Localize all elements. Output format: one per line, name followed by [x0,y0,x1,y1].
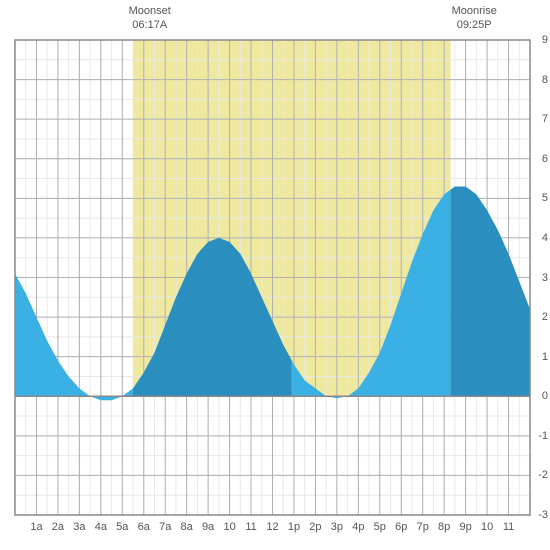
annotation-title: Moonset [129,4,171,18]
y-tick-label: 5 [532,192,548,204]
annotation-title: Moonrise [452,4,497,18]
y-tick-label: -1 [532,430,548,442]
x-tick-label: 11 [245,521,256,533]
x-tick-label: 10 [223,521,235,533]
y-tick-label: 4 [532,232,548,244]
x-tick-label: 2p [309,521,321,533]
x-tick-label: 1a [30,521,42,533]
x-tick-label: 4p [352,521,364,533]
x-tick-label: 8a [181,521,193,533]
x-tick-label: 6a [138,521,150,533]
y-tick-label: 2 [532,311,548,323]
y-tick-label: 3 [532,272,548,284]
x-tick-label: 6p [395,521,407,533]
x-tick-label: 9p [460,521,472,533]
y-tick-label: 8 [532,74,548,86]
x-tick-label: 8p [438,521,450,533]
tide-chart: -3-2-101234567891a2a3a4a5a6a7a8a9a101112… [0,0,550,550]
y-tick-label: 7 [532,113,548,125]
chart-svg [0,0,550,550]
y-tick-label: -3 [532,509,548,521]
annotation-time: 09:25P [452,18,497,32]
x-tick-label: 9a [202,521,214,533]
x-tick-label: 7a [159,521,171,533]
x-tick-label: 10 [481,521,493,533]
x-tick-label: 3a [73,521,85,533]
x-tick-label: 12 [266,521,278,533]
x-tick-label: 2a [52,521,64,533]
x-tick-label: 1p [288,521,300,533]
x-tick-label: 11 [503,521,514,533]
annotation-time: 06:17A [129,18,171,32]
x-tick-label: 7p [417,521,429,533]
y-tick-label: 0 [532,390,548,402]
y-tick-label: 9 [532,34,548,46]
x-tick-label: 3p [331,521,343,533]
x-tick-label: 4a [95,521,107,533]
moon-annotation: Moonset06:17A [129,4,171,33]
y-tick-label: 1 [532,351,548,363]
y-tick-label: 6 [532,153,548,165]
x-tick-label: 5p [374,521,386,533]
y-tick-label: -2 [532,469,548,481]
moon-annotation: Moonrise09:25P [452,4,497,33]
x-tick-label: 5a [116,521,128,533]
